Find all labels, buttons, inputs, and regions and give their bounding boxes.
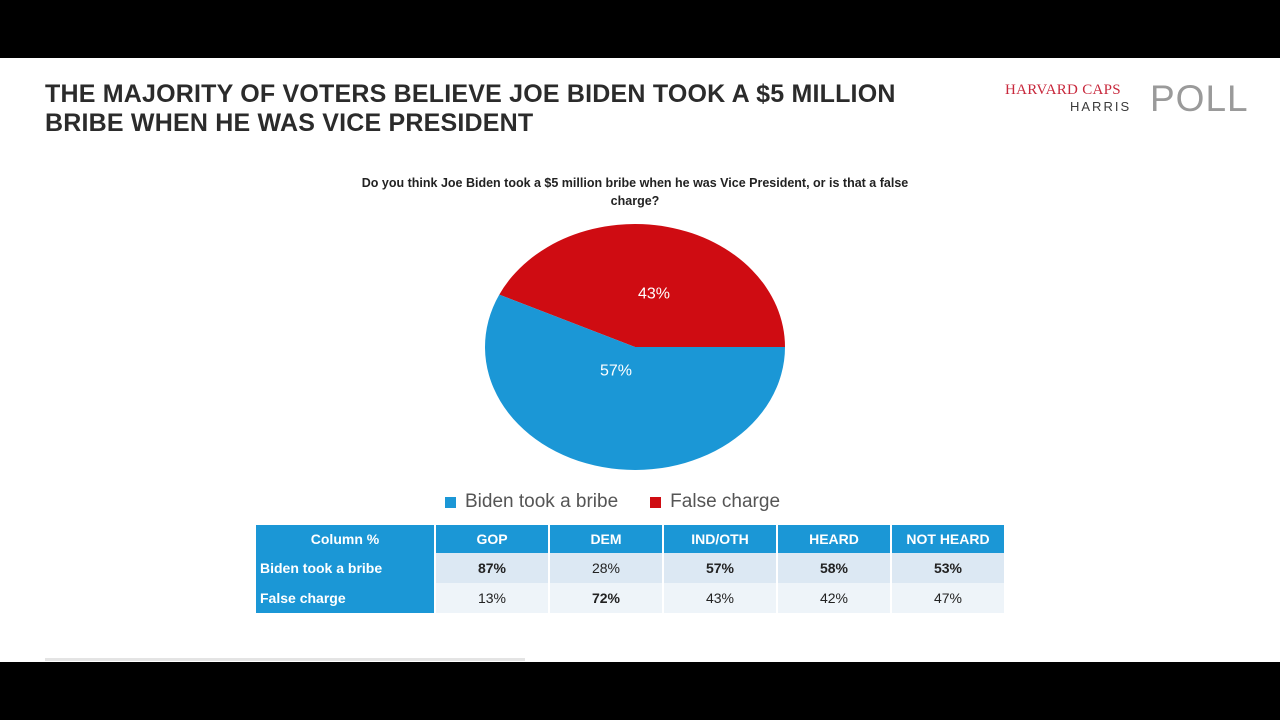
table-row: False charge 13% 72% 43% 42% 47% xyxy=(256,583,1004,613)
pie-label-bribe: 57% xyxy=(600,362,632,379)
row-label-false-charge: False charge xyxy=(256,583,434,613)
footer-divider xyxy=(45,658,525,661)
harvard-caps-harris-poll-logo: HARVARD CAPS HARRIS POLL xyxy=(1000,78,1265,120)
legend-item-false-charge: False charge xyxy=(650,491,780,513)
pie-chart: 43% 57% xyxy=(485,223,785,470)
pie-slice-false-charge xyxy=(499,223,785,347)
cell-false-heard: 42% xyxy=(778,583,890,613)
logo-line1: HARVARD CAPS xyxy=(1005,82,1121,98)
cell-bribe-ind-oth: 57% xyxy=(664,553,776,583)
table-header-dem: DEM xyxy=(550,525,662,553)
table-header-heard: HEARD xyxy=(778,525,890,553)
table-header-gop: GOP xyxy=(436,525,548,553)
cell-bribe-gop: 87% xyxy=(436,553,548,583)
survey-question: Do you think Joe Biden took a $5 million… xyxy=(361,176,909,208)
pie-label-false-charge: 43% xyxy=(638,286,670,303)
table-header-not-heard: NOT HEARD xyxy=(892,525,1004,553)
row-label-bribe: Biden took a bribe xyxy=(256,553,434,583)
legend-label-false-charge: False charge xyxy=(670,491,781,512)
table-header-column-pct: Column % xyxy=(256,525,434,553)
slide: THE MAJORITY OF VOTERS BELIEVE JOE BIDEN… xyxy=(0,58,1280,662)
cell-false-gop: 13% xyxy=(436,583,548,613)
cell-false-ind-oth: 43% xyxy=(664,583,776,613)
table-header-ind-oth: IND/OTH xyxy=(664,525,776,553)
table-row: Biden took a bribe 87% 28% 57% 58% 53% xyxy=(256,553,1004,583)
cell-bribe-not-heard: 53% xyxy=(892,553,1004,583)
cell-bribe-heard: 58% xyxy=(778,553,890,583)
legend-label-bribe: Biden took a bribe xyxy=(465,491,619,512)
cell-bribe-dem: 28% xyxy=(550,553,662,583)
legend-item-bribe: Biden took a bribe xyxy=(445,491,618,513)
legend-swatch-false-charge xyxy=(650,496,662,508)
cell-false-dem: 72% xyxy=(550,583,662,613)
crosstab-table: Column % GOP DEM IND/OTH HEARD NOT HEARD… xyxy=(254,525,1006,613)
slide-title: THE MAJORITY OF VOTERS BELIEVE JOE BIDEN… xyxy=(45,80,896,137)
logo-poll: POLL xyxy=(1150,78,1249,119)
pie-slice-bribe xyxy=(485,294,785,470)
table-header-row: Column % GOP DEM IND/OTH HEARD NOT HEARD xyxy=(256,525,1004,553)
cell-false-not-heard: 47% xyxy=(892,583,1004,613)
chart-legend: Biden took a bribe False charge xyxy=(445,490,812,514)
logo-line2: HARRIS xyxy=(1070,99,1132,114)
legend-swatch-bribe xyxy=(445,496,456,508)
